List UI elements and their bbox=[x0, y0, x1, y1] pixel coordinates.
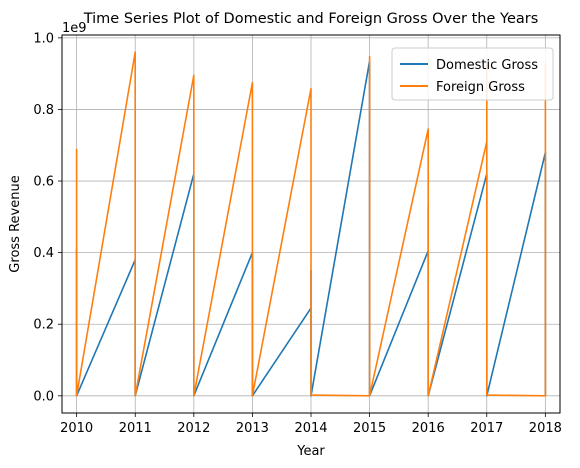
x-tick-label: 2014 bbox=[294, 421, 327, 436]
y-axis-label: Gross Revenue bbox=[8, 175, 23, 272]
x-tick-label: 2016 bbox=[412, 421, 445, 436]
y-tick-label: 1.0 bbox=[33, 31, 54, 46]
legend: Domestic Gross Foreign Gross bbox=[391, 47, 554, 101]
x-tick-label: 2010 bbox=[60, 421, 93, 436]
x-tick-label: 2018 bbox=[529, 421, 562, 436]
x-tick-label: 2011 bbox=[119, 421, 152, 436]
legend-label-foreign: Foreign Gross bbox=[436, 80, 525, 95]
axis-ticks: 2010 2011 2012 2013 2014 2015 2016 2017 2018 0.0 0… bbox=[33, 31, 562, 436]
x-tick-label: 2017 bbox=[470, 421, 503, 436]
x-tick-label: 2012 bbox=[177, 421, 210, 436]
legend-box bbox=[391, 47, 554, 101]
y-tick-label: 0.8 bbox=[33, 103, 54, 118]
y-tick-label: 0.4 bbox=[33, 246, 54, 261]
chart-title: Time Series Plot of Domestic and Foreign… bbox=[83, 11, 539, 27]
x-tick-label: 2015 bbox=[353, 421, 386, 436]
x-tick-label: 2013 bbox=[236, 421, 269, 436]
y-tick-label: 0.0 bbox=[33, 389, 54, 404]
y-scale-label: 1e9 bbox=[62, 21, 87, 36]
y-tick-label: 0.6 bbox=[33, 175, 54, 190]
y-tick-label: 0.2 bbox=[33, 318, 54, 333]
legend-label-domestic: Domestic Gross bbox=[436, 58, 538, 73]
x-axis-label: Year bbox=[296, 444, 325, 459]
